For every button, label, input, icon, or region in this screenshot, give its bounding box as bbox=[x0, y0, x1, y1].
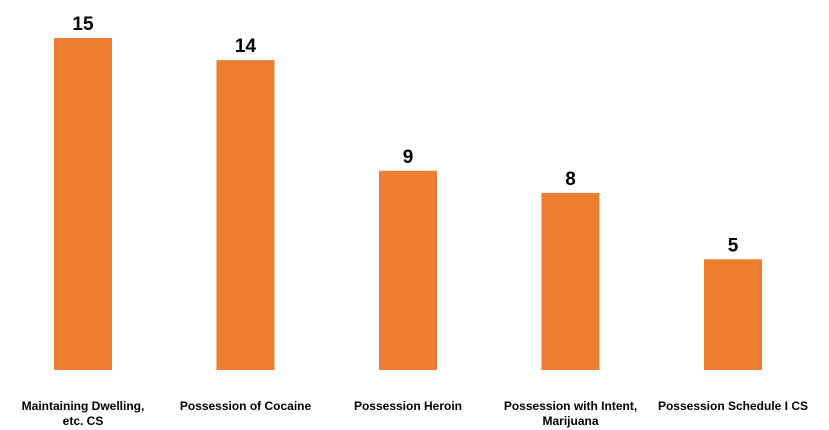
value-label-4: 5 bbox=[728, 235, 739, 256]
category-label-0: Maintaining Dwelling, etc. CS bbox=[22, 399, 145, 428]
category-label-line: Possession of Cocaine bbox=[180, 399, 312, 413]
category-label-line: Maintaining Dwelling, bbox=[22, 399, 145, 413]
value-label-2: 9 bbox=[403, 147, 414, 168]
value-label-0: 15 bbox=[72, 14, 94, 35]
category-label-3: Possession with Intent, Marijuana bbox=[504, 399, 637, 428]
value-label-3: 8 bbox=[565, 169, 576, 190]
value-labels-group: 15 14 9 8 5 bbox=[72, 14, 738, 256]
bar-1 bbox=[216, 60, 275, 371]
category-label-2: Possession Heroin bbox=[354, 399, 462, 413]
category-label-4: Possession Schedule I CS bbox=[658, 399, 808, 413]
bar-2 bbox=[379, 170, 437, 370]
bar-3 bbox=[541, 192, 600, 370]
category-label-line: Possession with Intent, bbox=[504, 399, 637, 413]
category-labels-group: Maintaining Dwelling, etc. CS Possession o… bbox=[22, 399, 808, 428]
category-label-line: Possession Heroin bbox=[354, 399, 462, 413]
value-label-1: 14 bbox=[235, 36, 257, 57]
category-label-line: Marijuana bbox=[542, 414, 598, 428]
category-label-1: Possession of Cocaine bbox=[180, 399, 312, 413]
category-label-line: etc. CS bbox=[63, 414, 104, 428]
category-label-line: Possession Schedule I CS bbox=[658, 399, 808, 413]
bar-4 bbox=[704, 259, 762, 370]
bars-group bbox=[54, 38, 762, 371]
bar-0 bbox=[54, 38, 112, 370]
